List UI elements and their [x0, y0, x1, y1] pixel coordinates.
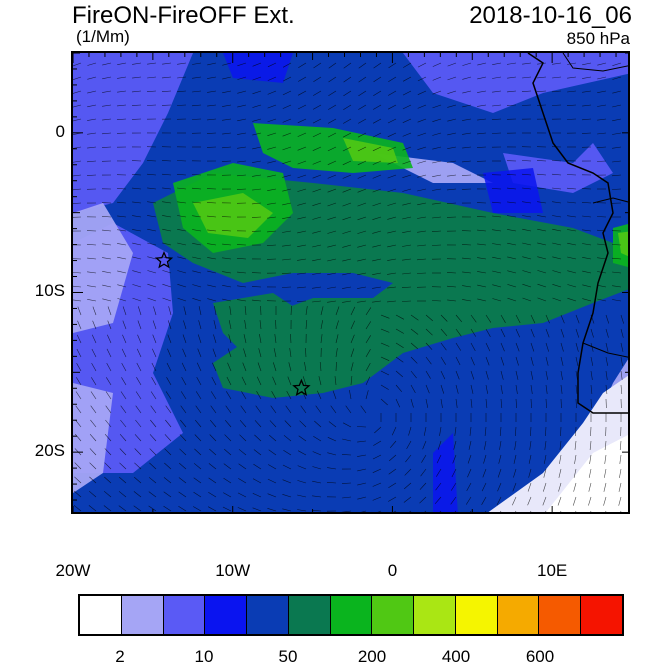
country-border-2: [592, 197, 628, 204]
moderate-extinction-patch-2: [483, 168, 543, 213]
map-panel: [71, 51, 630, 514]
low-extinction-region-3: [403, 53, 628, 113]
colorbar-swatch-13: [581, 596, 622, 634]
x-tick-label-1: 20W: [55, 561, 91, 580]
y-tick-label-3: 20S: [34, 441, 65, 461]
country-border-1: [562, 53, 628, 72]
map-field: [73, 53, 628, 512]
very-high-extinction-region-3: [618, 231, 628, 257]
coastline-africa: [527, 53, 628, 414]
colorbar-swatch-5: [247, 596, 289, 634]
wind-vectors: [73, 62, 624, 512]
colorbar-label-5: 400: [441, 647, 471, 666]
moderate-extinction-patch-1: [433, 433, 458, 512]
x-tick-label-2: 10W: [215, 561, 251, 580]
very-high-extinction-region-2: [343, 138, 398, 163]
frame-ticks: [73, 53, 628, 512]
colorbar-label-1: 2: [115, 647, 125, 666]
y-tick-label-1: 0: [55, 121, 65, 141]
country-border-3: [582, 342, 628, 358]
colorbar-swatch-7: [330, 596, 373, 634]
colorbar-swatch-10: [455, 596, 498, 634]
colorbar-label-6: 600: [525, 647, 555, 666]
colorbar-swatch-4: [205, 596, 248, 634]
colorbar-swatch-6: [288, 596, 331, 634]
smoke-plume-lobe: [213, 293, 303, 353]
units-label: (1/Mm): [76, 27, 130, 46]
white-region-southeast: [546, 435, 628, 512]
colorbar: [78, 594, 624, 636]
pressure-level-label: 850 hPa: [566, 29, 630, 48]
datetime-label: 2018-10-16_06: [469, 2, 632, 29]
colorbar-swatch-12: [539, 596, 582, 634]
colorbar-label-4: 200: [357, 647, 387, 666]
colorbar-label-2: 10: [194, 647, 214, 666]
moderate-extinction-patch-3: [223, 53, 293, 83]
x-tick-label-4: 10E: [537, 561, 568, 580]
star-marker-2: [292, 378, 311, 397]
x-tick-label-3: 0: [387, 561, 398, 580]
colorbar-swatch-9: [414, 596, 456, 634]
very-high-extinction-region-1: [193, 193, 273, 238]
colorbar-label-3: 50: [278, 647, 298, 666]
plot-title: FireON-FireOFF Ext.: [72, 2, 295, 29]
colorbar-swatch-1: [80, 596, 122, 634]
colorbar-swatch-3: [163, 596, 206, 634]
y-tick-label-2: 10S: [34, 281, 65, 301]
star-marker-1: [154, 250, 174, 269]
very-low-extinction-region-1: [73, 203, 133, 333]
colorbar-swatch-2: [121, 596, 164, 634]
colorbar-swatch-8: [372, 596, 415, 634]
colorbar-swatch-11: [497, 596, 540, 634]
